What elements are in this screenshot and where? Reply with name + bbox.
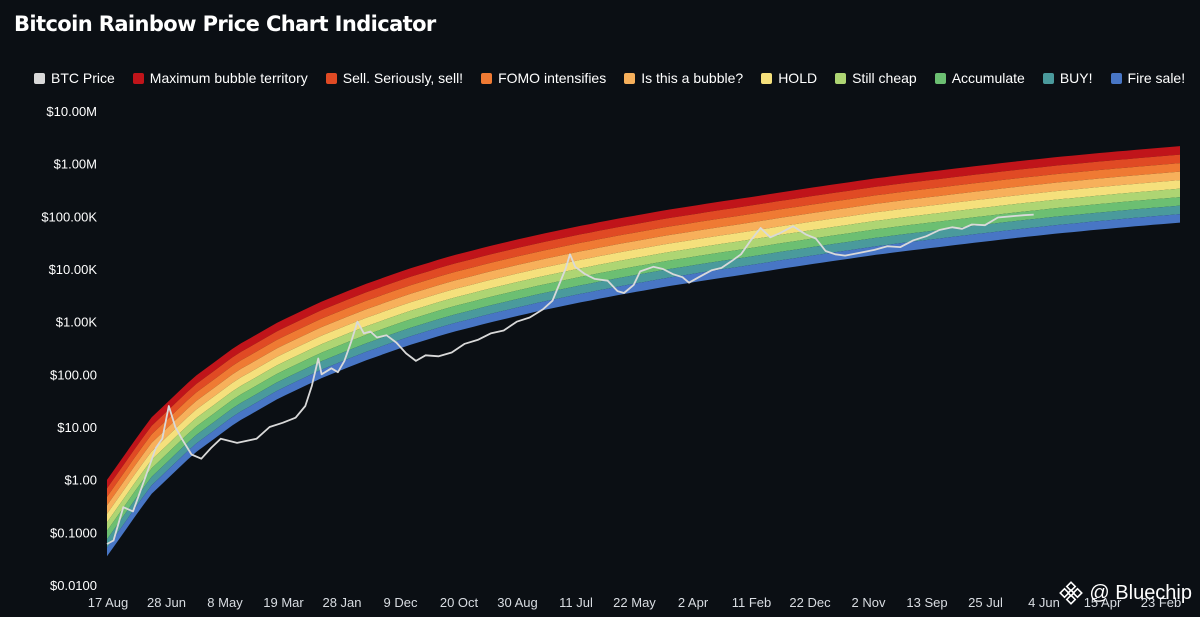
x-tick-label: 30 Aug bbox=[497, 595, 538, 610]
y-tick-label: $0.1000 bbox=[50, 525, 97, 540]
x-tick-label: 19 Mar bbox=[263, 595, 304, 610]
legend-swatch bbox=[1110, 72, 1122, 84]
y-tick-label: $10.00M bbox=[46, 104, 97, 119]
band-accumulate bbox=[107, 197, 1180, 540]
y-axis: $10.00M $1.00M $100.00K $10.00K $1.00K $100.0… bbox=[41, 104, 97, 593]
legend-item-btc-price[interactable]: BTC Price bbox=[34, 70, 115, 86]
x-tick-label: 22 Dec bbox=[789, 595, 831, 610]
legend-label: Fire sale! bbox=[1127, 70, 1186, 86]
band-buy bbox=[107, 205, 1180, 548]
x-tick-label: 9 Dec bbox=[384, 595, 418, 610]
band-fire-sale bbox=[107, 214, 1180, 557]
chart-title: Bitcoin Rainbow Price Chart Indicator bbox=[14, 12, 436, 36]
x-tick-label: 25 Jul bbox=[968, 595, 1003, 610]
legend-item-buy[interactable]: BUY! bbox=[1042, 70, 1093, 86]
band-still-cheap bbox=[107, 188, 1180, 531]
legend-item-hold[interactable]: HOLD bbox=[761, 70, 817, 86]
legend-label: FOMO intensifies bbox=[498, 70, 607, 86]
x-tick-label: 15 Apr bbox=[1084, 595, 1122, 610]
legend-label: Maximum bubble territory bbox=[149, 70, 308, 86]
legend-label: Is this a bubble? bbox=[641, 70, 744, 86]
band-fomo-intensifies bbox=[107, 163, 1180, 506]
x-tick-label: 17 Aug bbox=[88, 595, 129, 610]
btc-price-series bbox=[106, 213, 1034, 545]
legend-swatch bbox=[934, 72, 946, 84]
legend-swatch bbox=[1042, 72, 1054, 84]
x-tick-label: 20 Oct bbox=[440, 595, 479, 610]
legend-label: BUY! bbox=[1059, 70, 1093, 86]
legend-label: Sell. Seriously, sell! bbox=[342, 70, 464, 86]
band-hold bbox=[107, 180, 1180, 523]
legend-swatch bbox=[325, 72, 337, 84]
legend-label: HOLD bbox=[778, 70, 818, 86]
y-tick-label: $1.00M bbox=[54, 157, 97, 172]
legend-item-is-this-a-bubble[interactable]: Is this a bubble? bbox=[624, 70, 743, 86]
y-tick-label: $1.00 bbox=[64, 473, 97, 488]
legend: BTC Price Maximum bubble territory Sell.… bbox=[34, 70, 1200, 86]
x-tick-label: 22 May bbox=[613, 595, 656, 610]
x-tick-label: 11 Jul bbox=[559, 595, 593, 610]
x-tick-label: 13 Sep bbox=[906, 595, 947, 610]
y-tick-label: $0.0100 bbox=[50, 578, 97, 593]
legend-item-accumulate[interactable]: Accumulate bbox=[934, 70, 1025, 86]
legend-swatch bbox=[132, 72, 144, 84]
legend-item-fire-sale[interactable]: Fire sale! bbox=[1110, 70, 1186, 86]
legend-item-fomo-intensifies[interactable]: FOMO intensifies bbox=[481, 70, 606, 86]
legend-label: BTC Price bbox=[51, 70, 115, 86]
legend-item-maximum-bubble-territory[interactable]: Maximum bubble territory bbox=[132, 70, 308, 86]
btc-price-line bbox=[106, 213, 1034, 545]
watermark-text: @ Bluechip bbox=[1089, 581, 1192, 604]
x-tick-label: 23 Feb bbox=[1141, 595, 1181, 610]
y-tick-label: $10.00K bbox=[49, 262, 98, 277]
watermark: @ Bluechip bbox=[1059, 581, 1192, 605]
x-tick-label: 8 May bbox=[207, 595, 243, 610]
legend-swatch bbox=[624, 72, 636, 84]
x-tick-label: 2 Apr bbox=[678, 595, 709, 610]
legend-swatch bbox=[761, 72, 773, 84]
legend-swatch bbox=[34, 72, 45, 84]
band-maximum-bubble-territory bbox=[107, 146, 1180, 489]
y-tick-label: $1.00K bbox=[56, 315, 98, 330]
legend-item-still-cheap[interactable]: Still cheap bbox=[835, 70, 917, 86]
legend-swatch bbox=[835, 72, 847, 84]
x-axis: 17 Aug 28 Jun 8 May 19 Mar 28 Jan 9 Dec 20 Oct… bbox=[88, 595, 1181, 610]
y-tick-label: $100.00 bbox=[50, 367, 97, 382]
x-tick-label: 4 Jun bbox=[1028, 595, 1060, 610]
rainbow-bands bbox=[107, 146, 1180, 557]
band-is-this-a-bubble bbox=[107, 171, 1180, 514]
legend-swatch bbox=[481, 72, 493, 84]
legend-label: Still cheap bbox=[852, 70, 917, 86]
x-tick-label: 28 Jun bbox=[147, 595, 186, 610]
x-tick-label: 11 Feb bbox=[732, 595, 772, 610]
y-tick-label: $10.00 bbox=[57, 420, 97, 435]
x-tick-label: 28 Jan bbox=[322, 595, 361, 610]
legend-label: Accumulate bbox=[951, 70, 1025, 86]
binance-diamond-icon bbox=[1059, 581, 1084, 605]
x-tick-label: 2 Nov bbox=[852, 595, 886, 610]
y-tick-label: $100.00K bbox=[41, 209, 97, 224]
legend-item-sell[interactable]: Sell. Seriously, sell! bbox=[325, 70, 464, 86]
band-sell-seriously-sell bbox=[107, 154, 1180, 497]
